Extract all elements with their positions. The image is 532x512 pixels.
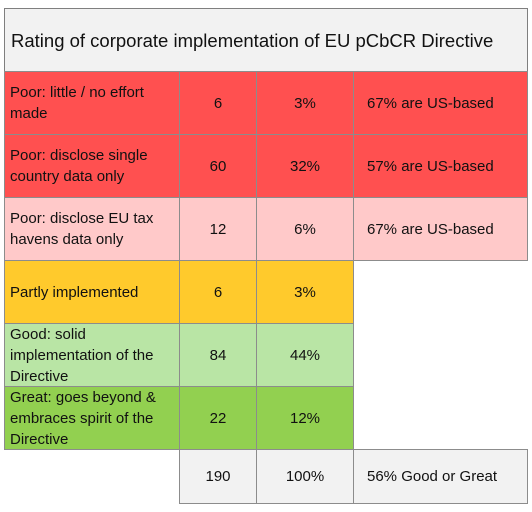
total-percent: 100% (256, 449, 354, 504)
rating-label: Good: solid implementation of the Direct… (4, 323, 180, 387)
table-title: Rating of corporate implementation of EU… (4, 8, 528, 72)
rating-label: Poor: little / no effort made (4, 71, 180, 135)
rating-note: 57% are US-based (353, 134, 528, 198)
rating-percent: 6% (256, 197, 354, 261)
rating-percent: 44% (256, 323, 354, 387)
rating-count: 6 (179, 71, 257, 135)
rating-count: 6 (179, 260, 257, 324)
total-note: 56% Good or Great (353, 449, 528, 504)
rating-label: Poor: disclose EU tax havens data only (4, 197, 180, 261)
rating-label: Great: goes beyond & embraces spirit of … (4, 386, 180, 450)
rating-count: 84 (179, 323, 257, 387)
rating-label: Partly implemented (4, 260, 180, 324)
rating-count: 12 (179, 197, 257, 261)
rating-percent: 12% (256, 386, 354, 450)
total-count: 190 (179, 449, 257, 504)
rating-percent: 3% (256, 260, 354, 324)
rating-count: 22 (179, 386, 257, 450)
rating-note: 67% are US-based (353, 71, 528, 135)
rating-count: 60 (179, 134, 257, 198)
rating-label: Poor: disclose single country data only (4, 134, 180, 198)
rating-percent: 32% (256, 134, 354, 198)
rating-note: 67% are US-based (353, 197, 528, 261)
rating-percent: 3% (256, 71, 354, 135)
